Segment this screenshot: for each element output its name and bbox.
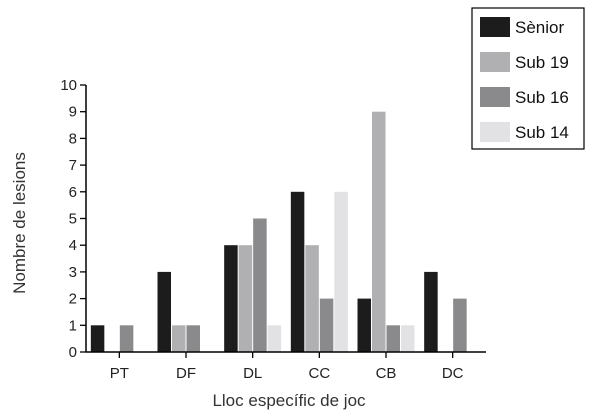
bar xyxy=(157,271,171,352)
bar xyxy=(401,325,415,352)
bar xyxy=(357,298,371,352)
bars-group xyxy=(90,111,467,352)
x-tick-label: DC xyxy=(442,365,464,382)
y-tick-label: 0 xyxy=(69,344,77,361)
bar xyxy=(290,191,305,352)
y-tick-label: 4 xyxy=(69,237,77,254)
bar xyxy=(119,325,134,352)
x-tick-label: CC xyxy=(308,365,330,382)
legend-swatch xyxy=(480,87,510,107)
x-tick-label: DF xyxy=(176,365,196,382)
bar xyxy=(90,325,105,352)
bar xyxy=(267,325,282,352)
y-tick-label: 7 xyxy=(69,157,77,174)
bar xyxy=(372,111,386,352)
bar xyxy=(253,218,267,352)
bar xyxy=(386,325,400,352)
legend-label: Sub 14 xyxy=(515,123,569,142)
x-tick-label: DL xyxy=(243,365,262,382)
y-tick-label: 6 xyxy=(69,184,77,201)
legend-swatch xyxy=(480,122,510,142)
legend-swatch xyxy=(480,52,510,72)
bar xyxy=(319,298,334,352)
bar xyxy=(186,325,200,352)
y-tick-label: 3 xyxy=(69,264,77,281)
bar xyxy=(453,298,467,352)
y-tick-label: 5 xyxy=(69,211,77,228)
y-tick-label: 10 xyxy=(60,77,77,94)
bar xyxy=(334,191,348,352)
legend-label: Sub 19 xyxy=(515,53,569,72)
y-tick-label: 8 xyxy=(69,130,77,147)
y-tick-label: 2 xyxy=(69,291,77,308)
bar xyxy=(224,245,238,352)
bar xyxy=(238,245,253,352)
y-axis-title: Nombre de lesions xyxy=(10,152,29,294)
legend-label: Sub 16 xyxy=(515,88,569,107)
x-ticks-group: PT DF DL CC CB DC xyxy=(110,352,464,382)
y-ticks-group: 0 1 2 3 4 5 6 7 8 9 10 xyxy=(60,77,86,361)
x-tick-label: PT xyxy=(110,365,129,382)
bar xyxy=(172,325,186,352)
y-tick-label: 9 xyxy=(69,104,77,121)
legend-label: Sènior xyxy=(515,18,564,37)
legend: Sènior Sub 19 Sub 16 Sub 14 xyxy=(471,7,585,150)
bar xyxy=(305,245,319,352)
legend-swatch xyxy=(480,17,510,37)
x-tick-label: CB xyxy=(376,365,397,382)
y-tick-label: 1 xyxy=(69,317,77,334)
x-axis-title: Lloc específic de joc xyxy=(212,391,366,410)
bar xyxy=(424,271,438,352)
